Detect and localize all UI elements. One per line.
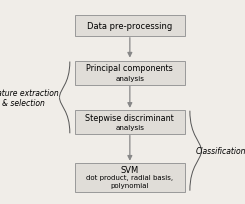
Text: Feature extraction: Feature extraction xyxy=(0,88,59,97)
Text: SVM: SVM xyxy=(121,165,139,174)
Text: Stepwise discriminant: Stepwise discriminant xyxy=(86,113,174,122)
FancyBboxPatch shape xyxy=(75,61,185,86)
Text: polynomial: polynomial xyxy=(110,183,149,188)
FancyBboxPatch shape xyxy=(75,110,185,135)
Text: analysis: analysis xyxy=(115,124,144,130)
FancyBboxPatch shape xyxy=(75,16,185,37)
Text: dot product, radial basis,: dot product, radial basis, xyxy=(86,174,173,181)
Text: & selection: & selection xyxy=(2,99,45,108)
FancyBboxPatch shape xyxy=(75,163,185,192)
Text: Data pre-processing: Data pre-processing xyxy=(87,22,172,31)
Text: Classification: Classification xyxy=(196,146,245,155)
Text: Principal components: Principal components xyxy=(86,64,173,73)
Text: analysis: analysis xyxy=(115,75,144,81)
